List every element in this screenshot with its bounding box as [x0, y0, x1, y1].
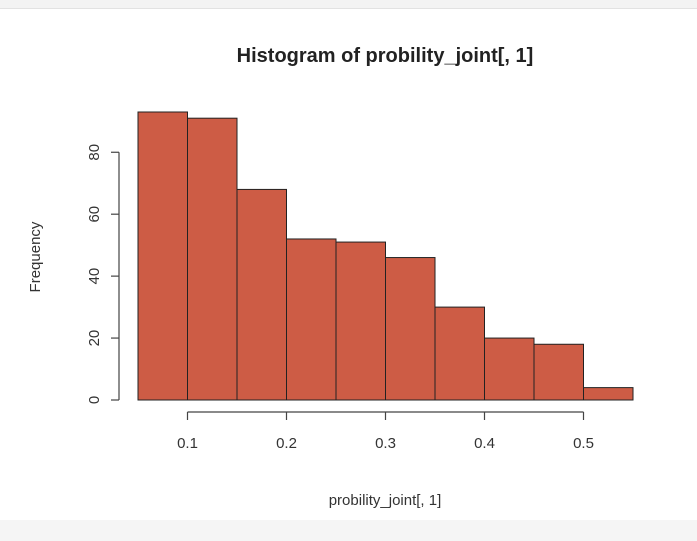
y-axis: 0 20 40 60 80 — [86, 144, 120, 404]
x-tick-label: 0.4 — [474, 435, 495, 452]
histogram-bar-2 — [187, 117, 238, 401]
x-tick-label: 0.5 — [573, 435, 594, 452]
y-tick-label: 60 — [86, 206, 103, 223]
bottom-band — [0, 520, 697, 541]
histogram-bar-9 — [533, 343, 584, 401]
y-tick-label: 20 — [86, 330, 103, 347]
histogram-bar-5 — [335, 241, 386, 401]
histogram-bar-1 — [137, 111, 188, 401]
y-tick-label: 80 — [86, 144, 103, 161]
x-axis: 0.1 0.2 0.3 0.4 0.5 — [177, 411, 594, 452]
x-tick-label: 0.3 — [375, 435, 396, 452]
chart-title: Histogram of probility_joint[, 1] — [237, 45, 534, 67]
y-axis-label: Frequency — [27, 221, 44, 292]
top-band — [0, 0, 697, 9]
histogram-bar-3 — [236, 188, 287, 401]
x-tick-label: 0.2 — [276, 435, 297, 452]
bars-group — [137, 111, 634, 401]
histogram-bar-4 — [286, 238, 337, 401]
histogram-bar-8 — [484, 337, 535, 401]
x-tick-label: 0.1 — [177, 435, 198, 452]
histogram-bar-6 — [385, 257, 436, 401]
histogram-bar-7 — [434, 306, 485, 401]
y-tick-label: 0 — [86, 396, 103, 404]
histogram-bar-10 — [583, 387, 634, 401]
y-tick-label: 40 — [86, 268, 103, 285]
x-axis-label: probility_joint[, 1] — [329, 492, 442, 509]
